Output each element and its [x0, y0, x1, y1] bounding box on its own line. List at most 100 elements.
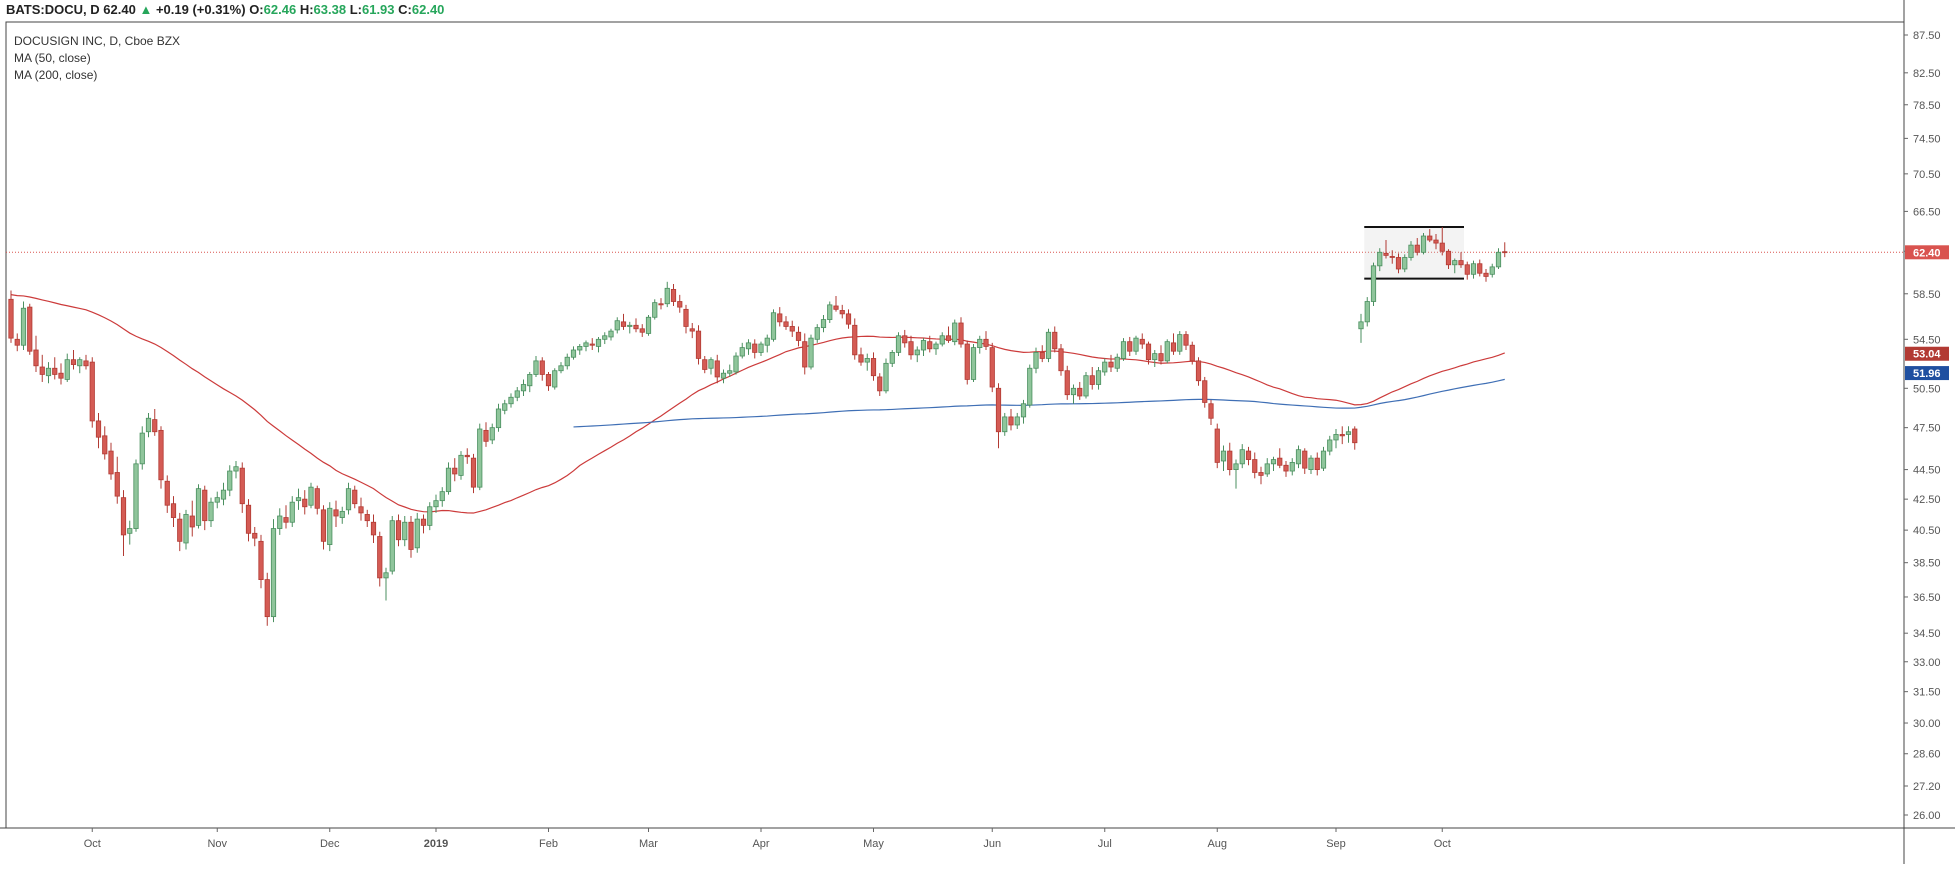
candle-body	[683, 308, 689, 327]
candle	[714, 354, 720, 384]
candle-body	[1314, 457, 1320, 470]
y-tick-label: 30.00	[1913, 718, 1941, 730]
candle	[570, 346, 577, 360]
y-tick-label: 33.00	[1913, 657, 1941, 669]
candle	[595, 336, 602, 353]
candle	[233, 460, 239, 479]
candle	[695, 325, 702, 365]
candle	[58, 363, 64, 385]
candle-body	[820, 319, 827, 329]
candle-body	[427, 506, 433, 526]
ma50-line	[10, 294, 1505, 514]
candle-body	[27, 306, 33, 352]
candle-body	[208, 501, 214, 522]
candle-body	[702, 359, 708, 370]
candle-body	[1177, 334, 1183, 352]
ma50-legend[interactable]: MA (50, close)	[14, 51, 91, 65]
candle	[1408, 241, 1414, 261]
ma200-price-tag-bg	[1905, 366, 1949, 381]
candle	[295, 488, 302, 510]
candle-body	[420, 518, 427, 526]
candle	[889, 350, 895, 368]
candle	[564, 353, 570, 370]
candle	[445, 462, 452, 495]
x-tick-label: Apr	[752, 838, 769, 850]
candle	[1327, 435, 1333, 456]
candle	[583, 340, 589, 352]
symbol-label[interactable]: BATS:DOCU, D	[6, 2, 100, 17]
x-tick-label: Mar	[639, 838, 658, 850]
candle	[652, 299, 658, 320]
candle	[270, 519, 277, 623]
candle-body	[564, 356, 570, 367]
candle	[852, 318, 858, 360]
candle	[933, 341, 939, 355]
candle	[377, 531, 383, 587]
candle	[1458, 252, 1464, 268]
candle-body	[227, 470, 233, 491]
candle-body	[1439, 242, 1445, 252]
candle	[264, 572, 270, 626]
candle	[333, 500, 339, 527]
candle-body	[1239, 449, 1245, 465]
ma200-legend[interactable]: MA (200, close)	[14, 68, 98, 82]
candle	[327, 502, 333, 552]
candle	[1139, 333, 1145, 349]
candle	[139, 426, 145, 470]
candle	[1089, 367, 1095, 390]
candle	[1158, 345, 1164, 365]
candle	[1377, 248, 1383, 272]
close-value: 62.40	[411, 2, 445, 17]
candle	[1420, 233, 1427, 255]
candle-body	[1083, 375, 1089, 397]
candle	[227, 465, 233, 497]
candle-body	[1139, 338, 1145, 345]
candle	[1439, 227, 1445, 256]
candle-body	[1364, 301, 1370, 323]
candle-body	[14, 338, 20, 346]
candle-body	[1052, 331, 1058, 350]
candle	[1289, 458, 1295, 476]
candle-body	[908, 341, 914, 356]
candle-body	[264, 579, 270, 618]
candle	[345, 482, 352, 515]
candle-body	[783, 321, 789, 327]
x-tick-label: Oct	[84, 838, 101, 850]
candle	[1502, 242, 1508, 258]
candle	[39, 354, 45, 382]
open-value: 62.46	[263, 2, 297, 17]
candle	[995, 383, 1002, 449]
candle	[1308, 455, 1314, 474]
candle-body	[839, 310, 845, 315]
candle-body	[1464, 264, 1470, 275]
candle	[1052, 326, 1058, 353]
candle-body	[214, 497, 220, 503]
candle-body	[289, 501, 295, 523]
candle-body	[39, 366, 45, 375]
candle	[733, 352, 739, 375]
candle-body	[539, 360, 545, 375]
up-arrow-icon: ▲	[139, 2, 153, 17]
candle-body	[1420, 235, 1427, 253]
candle-body	[545, 374, 552, 387]
candle	[708, 357, 714, 375]
candle	[95, 412, 102, 449]
candle	[520, 379, 527, 396]
candle	[1027, 364, 1033, 408]
candle	[1220, 445, 1227, 472]
candle-body	[270, 528, 277, 618]
candle-body	[645, 316, 652, 334]
x-tick-label: Jun	[983, 838, 1001, 850]
candle-body	[277, 515, 283, 529]
candle	[502, 399, 508, 415]
candle	[1264, 458, 1270, 477]
candle-body	[945, 335, 952, 341]
x-tick-label: Oct	[1434, 838, 1451, 850]
candle	[414, 512, 420, 553]
candle-body	[414, 518, 420, 549]
candle-body	[1008, 416, 1014, 426]
candle-body	[33, 349, 39, 367]
candle-body	[152, 419, 158, 433]
candle	[539, 357, 545, 381]
x-tick-label: Aug	[1207, 838, 1227, 850]
